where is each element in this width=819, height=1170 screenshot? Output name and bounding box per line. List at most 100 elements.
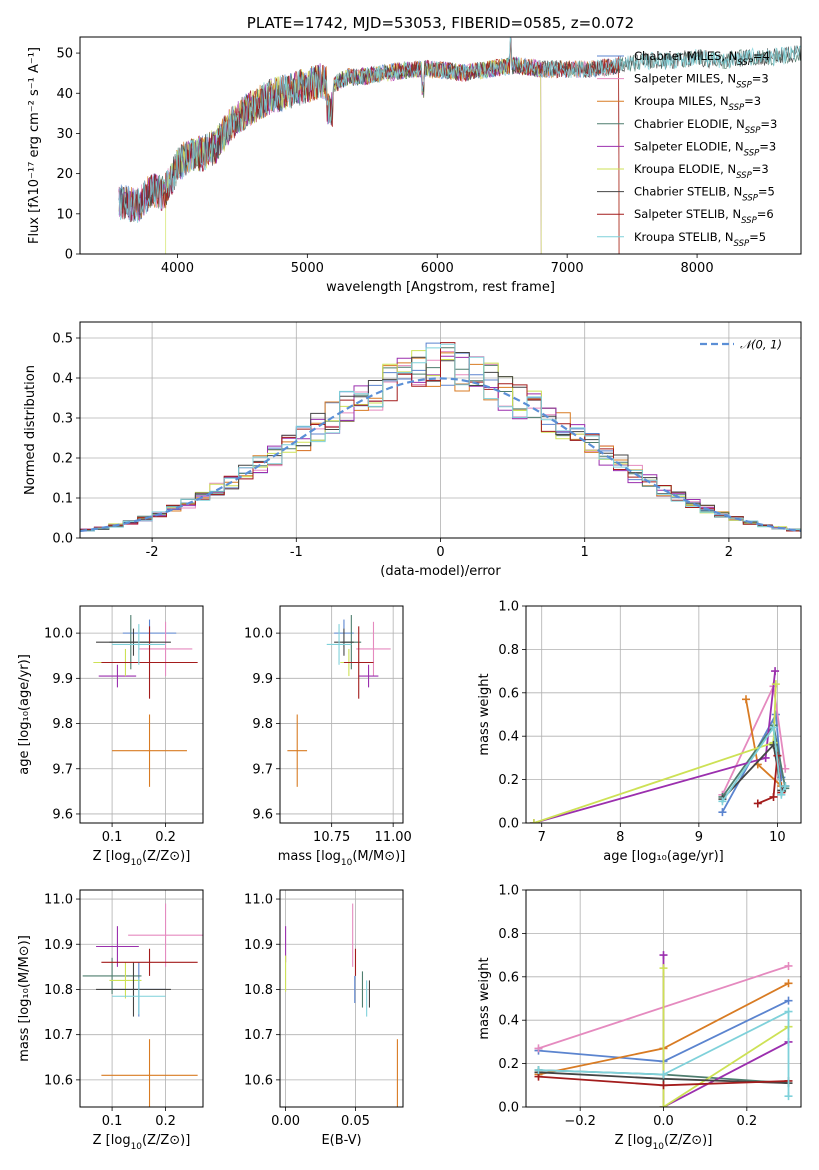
data-point <box>781 764 790 773</box>
y-tick-label: 10.9 <box>44 938 73 953</box>
y-tick-label: 1.0 <box>498 600 519 615</box>
y-tick-label: 0.6 <box>498 970 519 985</box>
legend-entry: Kroupa ELODIE, NSSP=3 <box>634 162 769 181</box>
legend-entry: Salpeter ELODIE, NSSP=3 <box>634 139 776 158</box>
y-tick-label: 9.9 <box>52 672 73 687</box>
y-tick-label: 11.0 <box>44 893 73 908</box>
x-tick-label: 8 <box>616 830 624 845</box>
y-tick-label: 9.6 <box>52 807 73 822</box>
x-axis-label: wavelength [Angstrom, rest frame] <box>326 280 555 295</box>
y-tick-label: 10.0 <box>244 627 273 642</box>
axes-frame <box>279 605 404 824</box>
errorbar-salpeter-stelib <box>101 948 198 976</box>
data-point <box>777 790 786 799</box>
errorbar-chabrier-stelib <box>334 628 354 656</box>
data-point <box>784 979 793 988</box>
x-tick-label: 0.1 <box>102 830 123 845</box>
y-axis-label: Flux [fλ10⁻¹⁷ erg cm⁻² s⁻¹ A⁻¹] <box>27 47 42 244</box>
y-tick-label: 20 <box>56 167 73 182</box>
x-tick-label: 2 <box>725 545 733 560</box>
x-tick-label: 0 <box>436 545 444 560</box>
spectrum-panel: 4000 5000 6000 7000 8000 0 10 20 30 40 50 wavelengt… <box>27 14 802 295</box>
y-tick-label: 0.2 <box>498 773 519 788</box>
y-tick-label: 10.6 <box>44 1073 73 1088</box>
y-tick-label: 9.8 <box>52 717 73 732</box>
y-tick-label: 10.9 <box>244 938 273 953</box>
y-tick-label: 10.7 <box>244 1028 273 1043</box>
data-point <box>771 667 780 676</box>
x-tick-label: 0.2 <box>736 1114 757 1129</box>
y-tick-label: 30 <box>56 127 73 142</box>
x-axis-label: Z [log10(Z/Z⊙)] <box>615 1133 713 1152</box>
y-tick-label: 9.6 <box>252 807 273 822</box>
spectrum-line-salpeter-stelib <box>118 40 620 254</box>
y-axis-label: mass weight <box>477 957 492 1039</box>
y-axis-label: mass [log₁₀(M/M⊙)] <box>17 935 32 1062</box>
errorbar-chabrier-stelib <box>96 962 171 1017</box>
mass_vs_EBV-plot-area <box>285 903 398 1107</box>
y-tick-label: 10.7 <box>44 1028 73 1043</box>
legend-entry: Chabrier STELIB, NSSP=5 <box>634 185 775 204</box>
errorbar-kroupa-stelib <box>112 624 166 665</box>
x-tick-label: 6000 <box>421 261 454 276</box>
y-axis-label: Normed distribution <box>23 365 38 495</box>
age_vs_Z-panel: 0.1 0.2 9.6 9.7 9.8 9.9 10.0 Z [log10(Z/Z⊙)] age… <box>17 605 204 868</box>
y-tick-label: 11.0 <box>244 893 273 908</box>
errorbar-kroupa-stelib <box>112 978 166 1015</box>
y-tick-label: 0.8 <box>498 643 519 658</box>
massweight_vs_age-panel: 7 8 9 10 0.0 0.2 0.4 0.6 0.8 1.0 age [log₁₀(age/yr… <box>477 600 802 864</box>
errorbar-kroupa-miles <box>101 1039 198 1107</box>
errorbar-salpeter-miles <box>356 621 391 677</box>
series-line <box>533 684 777 823</box>
errorbar-chabrier-elodie <box>82 957 142 994</box>
errorbar-kroupa-miles <box>112 714 187 787</box>
y-tick-label: 9.8 <box>252 717 273 732</box>
series-kroupa-stelib <box>718 723 790 806</box>
x-tick-label: 0.1 <box>102 1114 123 1129</box>
data-point <box>771 710 780 719</box>
legend-entry: Chabrier ELODIE, NSSP=3 <box>634 117 777 136</box>
y-axis-label: age [log₁₀(age/yr)] <box>17 654 32 775</box>
histogram-kroupa-stelib <box>80 343 801 532</box>
x-tick-label: -2 <box>146 545 159 560</box>
mass_vs_EBV-panel: 0.00 0.05 10.6 10.7 10.8 10.9 11.0 E(B-V) <box>244 889 404 1148</box>
x-tick-label: 0.0 <box>653 1114 674 1129</box>
errorbar-salpeter-miles <box>138 621 193 677</box>
data-point <box>659 1081 668 1090</box>
age_vs_mass-panel: 10.75 11.00 9.6 9.7 9.8 9.9 10.0 mass [log10(M/… <box>244 605 412 868</box>
x-tick-label: 0.00 <box>271 1114 300 1129</box>
y-tick-label: 0 <box>65 248 73 263</box>
y-tick-label: 10.8 <box>244 983 273 998</box>
x-tick-label: 0.05 <box>341 1114 370 1129</box>
errorbar-salpeter-elodie <box>98 664 137 688</box>
y-tick-label: 0.2 <box>498 1057 519 1072</box>
errorbar-salpeter-elodie <box>358 664 379 688</box>
data-point <box>659 964 668 973</box>
x-axis-label: age [log₁₀(age/yr)] <box>603 849 724 864</box>
data-point <box>659 951 668 960</box>
y-tick-label: 0.4 <box>498 730 519 745</box>
y-tick-label: 0.2 <box>52 452 73 467</box>
massweight_vs_Z-panel: −0.2 0.0 0.2 0.0 0.2 0.4 0.6 0.8 1.0 Z [log10(Z/Z… <box>477 884 802 1152</box>
errorbar-salpeter-stelib <box>101 626 198 699</box>
series-line <box>538 1010 790 1097</box>
mass_vs_Z-plot-area <box>82 903 203 1107</box>
y-tick-label: 0.4 <box>52 372 73 387</box>
massweight_vs_age-plot-area <box>529 667 790 823</box>
errorbar-salpeter-stelib <box>343 626 374 699</box>
data-point <box>784 961 793 970</box>
axes-frame <box>79 36 802 255</box>
errorbar-chabrier-stelib <box>96 628 171 656</box>
y-tick-label: 0.3 <box>52 412 73 427</box>
x-tick-label: 7000 <box>551 261 584 276</box>
legend-entry: 𝒩(0, 1) <box>740 338 782 352</box>
series-line <box>662 968 789 1107</box>
errorbar-kroupa-elodie <box>109 962 142 999</box>
x-tick-label: 1 <box>581 545 589 560</box>
legend-entry: Salpeter MILES, NSSP=3 <box>634 72 769 91</box>
y-tick-label: 10 <box>56 207 73 222</box>
massweight_vs_Z-plot-area <box>534 951 793 1107</box>
errorbar-salpeter-miles <box>128 903 203 967</box>
data-point <box>771 680 780 689</box>
